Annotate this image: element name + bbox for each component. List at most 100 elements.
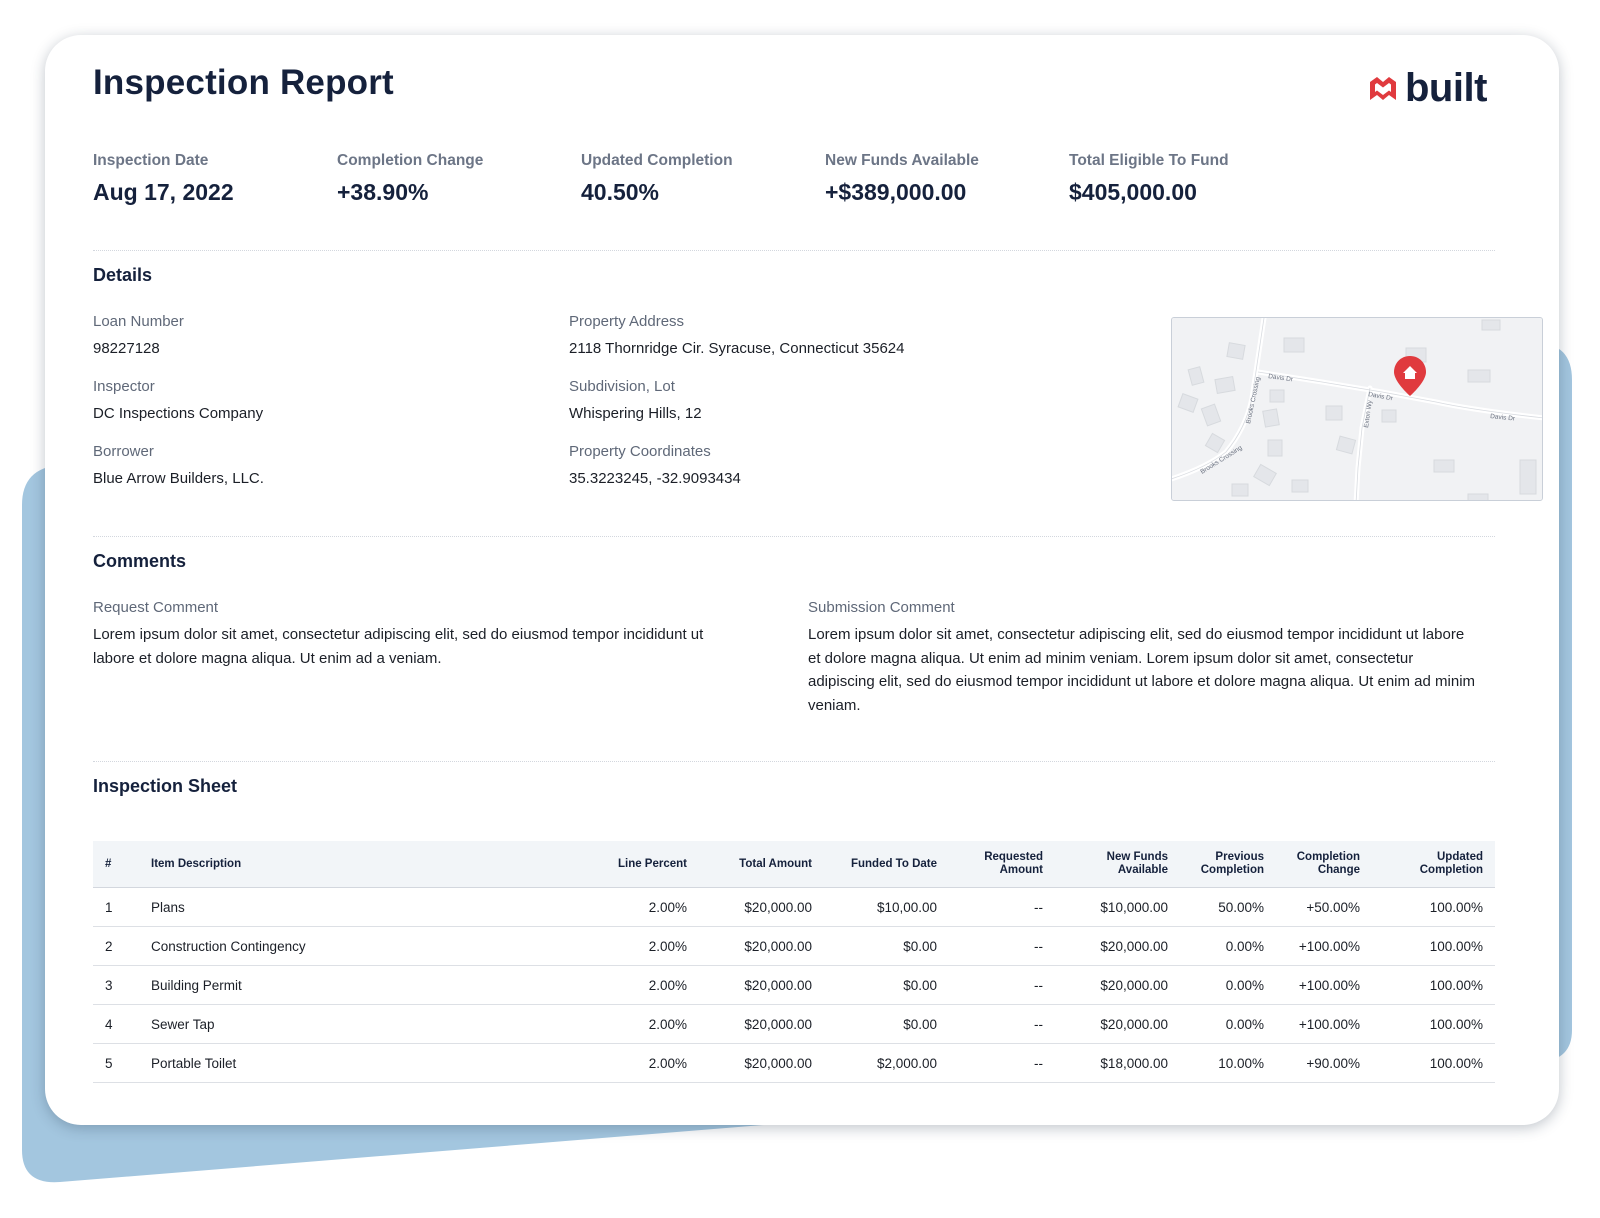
metric-label: New Funds Available xyxy=(825,152,979,169)
brand-logo: built xyxy=(1367,66,1487,111)
row-number: 5 xyxy=(93,1043,139,1083)
table-row[interactable]: 4 Sewer Tap 2.00% $20,000.00 $0.00 -- $2… xyxy=(93,1004,1495,1044)
property-coordinates-value: 35.3223245, -32.9093434 xyxy=(569,470,741,487)
summary-metrics: Inspection Date Aug 17, 2022 Completion … xyxy=(93,152,1313,206)
item-description: Construction Contingency xyxy=(139,926,569,966)
funded-to-date: $10,00.00 xyxy=(824,887,949,927)
funded-to-date: $0.00 xyxy=(824,1004,949,1044)
row-number: 2 xyxy=(93,926,139,966)
table-row[interactable]: 3 Building Permit 2.00% $20,000.00 $0.00… xyxy=(93,965,1495,1005)
section-divider xyxy=(93,250,1495,251)
metric-label: Updated Completion xyxy=(581,152,733,169)
borrower-label: Borrower xyxy=(93,443,154,460)
column-header-item-description[interactable]: Item Description xyxy=(139,841,569,888)
new-funds-available: $20,000.00 xyxy=(1055,926,1180,966)
table-row[interactable]: 5 Portable Toilet 2.00% $20,000.00 $2,00… xyxy=(93,1043,1495,1083)
loan-number-value: 98227128 xyxy=(93,340,160,357)
metric-updated-completion: Updated Completion 40.50% xyxy=(581,152,825,206)
previous-completion: 0.00% xyxy=(1180,926,1276,966)
funded-to-date: $0.00 xyxy=(824,965,949,1005)
metric-total-eligible-to-fund: Total Eligible To Fund $405,000.00 xyxy=(1069,152,1313,206)
metric-value: $405,000.00 xyxy=(1069,179,1197,205)
request-comment-label: Request Comment xyxy=(93,599,219,616)
requested-amount: -- xyxy=(949,1043,1055,1083)
column-header-completion-change[interactable]: Completion Change xyxy=(1276,841,1372,888)
column-header-total-amount[interactable]: Total Amount xyxy=(699,841,824,888)
column-header-updated-completion[interactable]: Updated Completion xyxy=(1372,841,1495,888)
new-funds-available: $10,000.00 xyxy=(1055,887,1180,927)
table-header-row: # Item Description Line Percent Total Am… xyxy=(93,841,1495,888)
section-divider xyxy=(93,761,1495,762)
inspector-value: DC Inspections Company xyxy=(93,405,264,422)
property-address-value: 2118 Thornridge Cir. Syracuse, Connectic… xyxy=(569,340,905,357)
row-number: 3 xyxy=(93,965,139,1005)
built-logo-icon xyxy=(1370,76,1396,100)
section-divider xyxy=(93,536,1495,537)
column-header-previous-completion[interactable]: Previous Completion xyxy=(1180,841,1276,888)
item-description: Sewer Tap xyxy=(139,1004,569,1044)
item-description: Portable Toilet xyxy=(139,1043,569,1083)
column-header-line-percent[interactable]: Line Percent xyxy=(569,841,699,888)
page-title: Inspection Report xyxy=(93,63,394,102)
column-header-number[interactable]: # xyxy=(93,841,139,888)
column-header-requested-amount[interactable]: Requested Amount xyxy=(949,841,1055,888)
table-row[interactable]: 2 Construction Contingency 2.00% $20,000… xyxy=(93,926,1495,966)
metric-value: Aug 17, 2022 xyxy=(93,179,234,205)
metric-label: Inspection Date xyxy=(93,152,209,169)
submission-comment-text: Lorem ipsum dolor sit amet, consectetur … xyxy=(808,626,1476,714)
completion-change: +90.00% xyxy=(1276,1043,1372,1083)
funded-to-date: $0.00 xyxy=(824,926,949,966)
updated-completion: 100.00% xyxy=(1372,965,1495,1005)
map-canvas: Davis Dr Davis Dr Davis Dr Brooks Crossi… xyxy=(1172,318,1542,500)
table-row[interactable]: 1 Plans 2.00% $20,000.00 $10,00.00 -- $1… xyxy=(93,887,1495,927)
metric-completion-change: Completion Change +38.90% xyxy=(337,152,581,206)
total-amount: $20,000.00 xyxy=(699,1004,824,1044)
metric-label: Total Eligible To Fund xyxy=(1069,152,1229,169)
new-funds-available: $20,000.00 xyxy=(1055,965,1180,1005)
updated-completion: 100.00% xyxy=(1372,1043,1495,1083)
property-coordinates-label: Property Coordinates xyxy=(569,443,711,460)
total-amount: $20,000.00 xyxy=(699,1043,824,1083)
column-header-funded-to-date[interactable]: Funded To Date xyxy=(824,841,949,888)
requested-amount: -- xyxy=(949,965,1055,1005)
submission-comment-label: Submission Comment xyxy=(808,599,955,616)
requested-amount: -- xyxy=(949,887,1055,927)
item-description: Plans xyxy=(139,887,569,927)
subdivision-lot-label: Subdivision, Lot xyxy=(569,378,675,395)
street-label: Davis Dr xyxy=(1268,373,1294,384)
line-percent: 2.00% xyxy=(569,965,699,1005)
metric-new-funds-available: New Funds Available +$389,000.00 xyxy=(825,152,1069,206)
line-percent: 2.00% xyxy=(569,926,699,966)
updated-completion: 100.00% xyxy=(1372,887,1495,927)
row-number: 1 xyxy=(93,887,139,927)
column-header-new-funds-available[interactable]: New Funds Available xyxy=(1055,841,1180,888)
loan-number-label: Loan Number xyxy=(93,313,184,330)
completion-change: +100.00% xyxy=(1276,1004,1372,1044)
completion-change: +100.00% xyxy=(1276,926,1372,966)
updated-completion: 100.00% xyxy=(1372,926,1495,966)
total-amount: $20,000.00 xyxy=(699,887,824,927)
line-percent: 2.00% xyxy=(569,1004,699,1044)
home-pin-icon[interactable] xyxy=(1394,356,1426,396)
row-number: 4 xyxy=(93,1004,139,1044)
item-description: Building Permit xyxy=(139,965,569,1005)
completion-change: +50.00% xyxy=(1276,887,1372,927)
property-address-label: Property Address xyxy=(569,313,685,330)
street-label: Exton Wy xyxy=(1363,399,1374,428)
previous-completion: 0.00% xyxy=(1180,965,1276,1005)
funded-to-date: $2,000.00 xyxy=(824,1043,949,1083)
inspection-sheet-table: # Item Description Line Percent Total Am… xyxy=(93,841,1495,1083)
report-card: Inspection Report built Inspection Date … xyxy=(45,35,1559,1125)
street-label: Davis Dr xyxy=(1490,413,1516,423)
previous-completion: 10.00% xyxy=(1180,1043,1276,1083)
new-funds-available: $18,000.00 xyxy=(1055,1043,1180,1083)
previous-completion: 0.00% xyxy=(1180,1004,1276,1044)
metric-value: +$389,000.00 xyxy=(825,179,967,205)
line-percent: 2.00% xyxy=(569,887,699,927)
request-comment-text: Lorem ipsum dolor sit amet, consectetur … xyxy=(93,626,704,667)
metric-label: Completion Change xyxy=(337,152,484,169)
street-label: Davis Dr xyxy=(1368,391,1395,402)
metric-value: 40.50% xyxy=(581,179,660,205)
subdivision-lot-value: Whispering Hills, 12 xyxy=(569,405,702,422)
property-map[interactable]: Davis Dr Davis Dr Davis Dr Brooks Crossi… xyxy=(1171,317,1543,501)
